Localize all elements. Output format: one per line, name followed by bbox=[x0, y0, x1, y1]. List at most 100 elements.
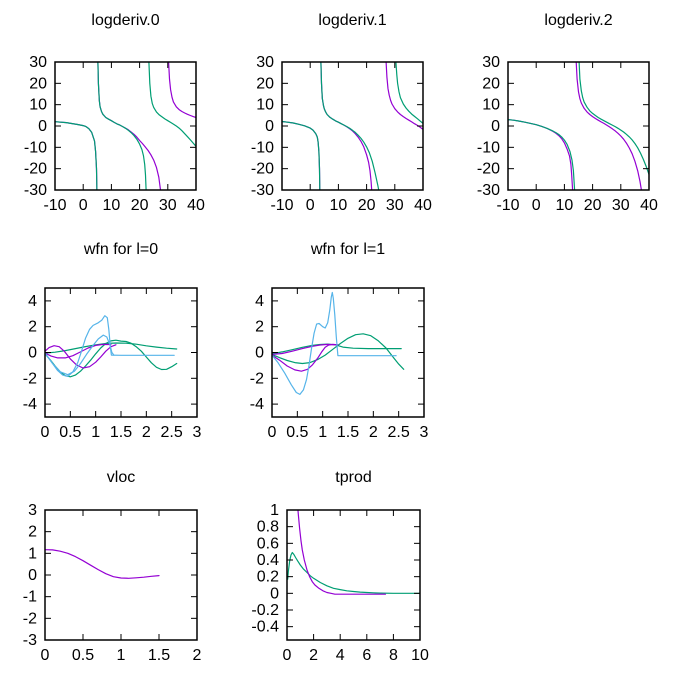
plot-logderiv-2: logderiv.2 -10 0 10 20 30 40 -30 -20 -10 0 10 20 30 bbox=[453, 0, 680, 227]
y-tick-label: 2 bbox=[28, 524, 37, 541]
plot-title-logderiv-2: logderiv.2 bbox=[544, 12, 613, 29]
plot-wfn-l1: wfn for l=1 0 0.5 1 1.5 2 2.5 3 -4 -2 0 2 4 bbox=[227, 227, 454, 454]
x-tick-label: 8 bbox=[389, 647, 398, 664]
axis-border bbox=[281, 61, 424, 191]
curve-green bbox=[287, 551, 420, 594]
curves-layer bbox=[55, 62, 196, 190]
x-tick-label: 1 bbox=[117, 647, 126, 664]
x-tick-label: 10 bbox=[556, 197, 574, 214]
curve-purple-1 bbox=[508, 118, 574, 190]
y-tick-label: 0 bbox=[28, 567, 37, 584]
y-tick-label: 2 bbox=[255, 319, 264, 336]
y-tick-label: 0.4 bbox=[257, 552, 279, 569]
x-tick-label: 10 bbox=[411, 647, 429, 664]
y-tick-label: 0.2 bbox=[257, 569, 279, 586]
plot-svg-wfn-l0: 0 0.5 1 1.5 2 2.5 3 -4 -2 0 2 4 bbox=[23, 287, 202, 441]
plot-title-logderiv-1: logderiv.1 bbox=[318, 12, 387, 29]
y-tick-label: 20 bbox=[482, 75, 500, 92]
x-tick-label: 4 bbox=[336, 647, 345, 664]
y-tick-label: 20 bbox=[29, 75, 47, 92]
axis-border bbox=[286, 509, 421, 641]
curve-green-1 bbox=[55, 121, 98, 190]
axis-border bbox=[54, 61, 197, 191]
x-tick-label: 0 bbox=[268, 424, 277, 441]
y-tick-label: -20 bbox=[477, 161, 500, 178]
y-tick-label: -10 bbox=[477, 139, 500, 156]
curve-green-2 bbox=[320, 62, 380, 190]
x-tick-label: 30 bbox=[612, 197, 630, 214]
plot-tprod: tprod 0 2 4 6 8 10 -0.4 -0.2 0 0.2 0.4 0.6 0.8 1 bbox=[227, 454, 454, 680]
plot-vloc: vloc 0 0.5 1 1.5 2 -3 -2 -1 0 1 2 3 bbox=[0, 454, 227, 680]
x-tick-label: 1 bbox=[91, 424, 100, 441]
plot-svg-logderiv-0: -10 0 10 20 30 40 -30 -20 -10 0 10 20 30 bbox=[24, 54, 205, 214]
x-tick-label: 20 bbox=[131, 197, 149, 214]
x-tick-label: 1.5 bbox=[337, 424, 359, 441]
curve-purple bbox=[297, 510, 386, 595]
axis-border bbox=[271, 287, 425, 418]
curve-purple-3 bbox=[385, 62, 423, 130]
x-tick-label: 0.5 bbox=[59, 424, 81, 441]
x-tick-label: 0 bbox=[306, 197, 315, 214]
x-tick-label: 0.5 bbox=[72, 647, 94, 664]
y-tick-label: 0 bbox=[270, 585, 279, 602]
y-tick-label: 3 bbox=[28, 502, 37, 519]
x-tick-label: -10 bbox=[43, 197, 66, 214]
y-tick-label: 20 bbox=[256, 75, 274, 92]
plot-title-vloc: vloc bbox=[106, 469, 136, 486]
x-tick-label: 0.5 bbox=[286, 424, 308, 441]
x-tick-label: 20 bbox=[584, 197, 602, 214]
y-tick-label: -2 bbox=[250, 370, 264, 387]
y-tick-label: -20 bbox=[24, 161, 47, 178]
curve-green-3 bbox=[395, 62, 423, 125]
curve-purple-smooth bbox=[45, 343, 112, 359]
curve-purple-3 bbox=[168, 62, 196, 119]
x-tick-label: 2 bbox=[142, 424, 151, 441]
y-tick-label: 30 bbox=[482, 54, 500, 71]
x-tick-label: 3 bbox=[420, 424, 429, 441]
x-tick-label: 40 bbox=[414, 197, 432, 214]
curves-layer bbox=[282, 62, 423, 190]
curves-layer bbox=[45, 549, 160, 579]
y-tick-label: -2 bbox=[23, 610, 37, 627]
curves-layer bbox=[287, 510, 420, 595]
y-tick-label: -30 bbox=[24, 182, 47, 199]
curve-blue-small bbox=[45, 334, 115, 376]
y-tick-label: -30 bbox=[251, 182, 274, 199]
plot-svg-vloc: 0 0.5 1 1.5 2 -3 -2 -1 0 1 2 3 bbox=[23, 502, 202, 664]
y-tick-label: 0 bbox=[265, 118, 274, 135]
y-tick-label: -2 bbox=[23, 370, 37, 387]
y-tick-label: -0.4 bbox=[251, 619, 279, 636]
curve-purple-node bbox=[45, 344, 117, 369]
x-tick-label: 2.5 bbox=[161, 424, 183, 441]
y-tick-label: 1 bbox=[270, 502, 279, 519]
x-tick-label: 1.5 bbox=[110, 424, 132, 441]
x-tick-label: 20 bbox=[358, 197, 376, 214]
y-tick-label: 0.8 bbox=[257, 519, 279, 536]
axis-border bbox=[44, 287, 198, 418]
x-tick-label: 0 bbox=[283, 647, 292, 664]
plot-title-tprod: tprod bbox=[335, 469, 372, 486]
x-tick-label: 2 bbox=[369, 424, 378, 441]
y-tick-label: 0 bbox=[255, 345, 264, 362]
plot-title-wfn-l1: wfn for l=1 bbox=[310, 241, 386, 258]
y-tick-label: 0 bbox=[491, 118, 500, 135]
curve-green-2 bbox=[578, 62, 649, 175]
curve-purple-smooth bbox=[272, 343, 336, 356]
axis-border bbox=[507, 61, 650, 191]
y-tick-label: -3 bbox=[23, 632, 37, 649]
x-tick-label: 0 bbox=[41, 424, 50, 441]
y-tick-label: -4 bbox=[23, 396, 37, 413]
x-tick-label: 30 bbox=[159, 197, 177, 214]
curve-green-3 bbox=[148, 62, 196, 147]
x-tick-label: 3 bbox=[193, 424, 202, 441]
y-tick-label: 30 bbox=[29, 54, 47, 71]
curve-purple bbox=[45, 549, 160, 579]
curve-green-2 bbox=[97, 62, 147, 190]
curve-green-1 bbox=[508, 118, 576, 190]
x-tick-label: 10 bbox=[103, 197, 121, 214]
axis-border bbox=[44, 509, 198, 641]
y-tick-label: 10 bbox=[256, 97, 274, 114]
plot-wfn-l0: wfn for l=0 0 0.5 1 1.5 2 2.5 3 -4 -2 0 2 4 bbox=[0, 227, 227, 454]
y-tick-label: -20 bbox=[251, 161, 274, 178]
